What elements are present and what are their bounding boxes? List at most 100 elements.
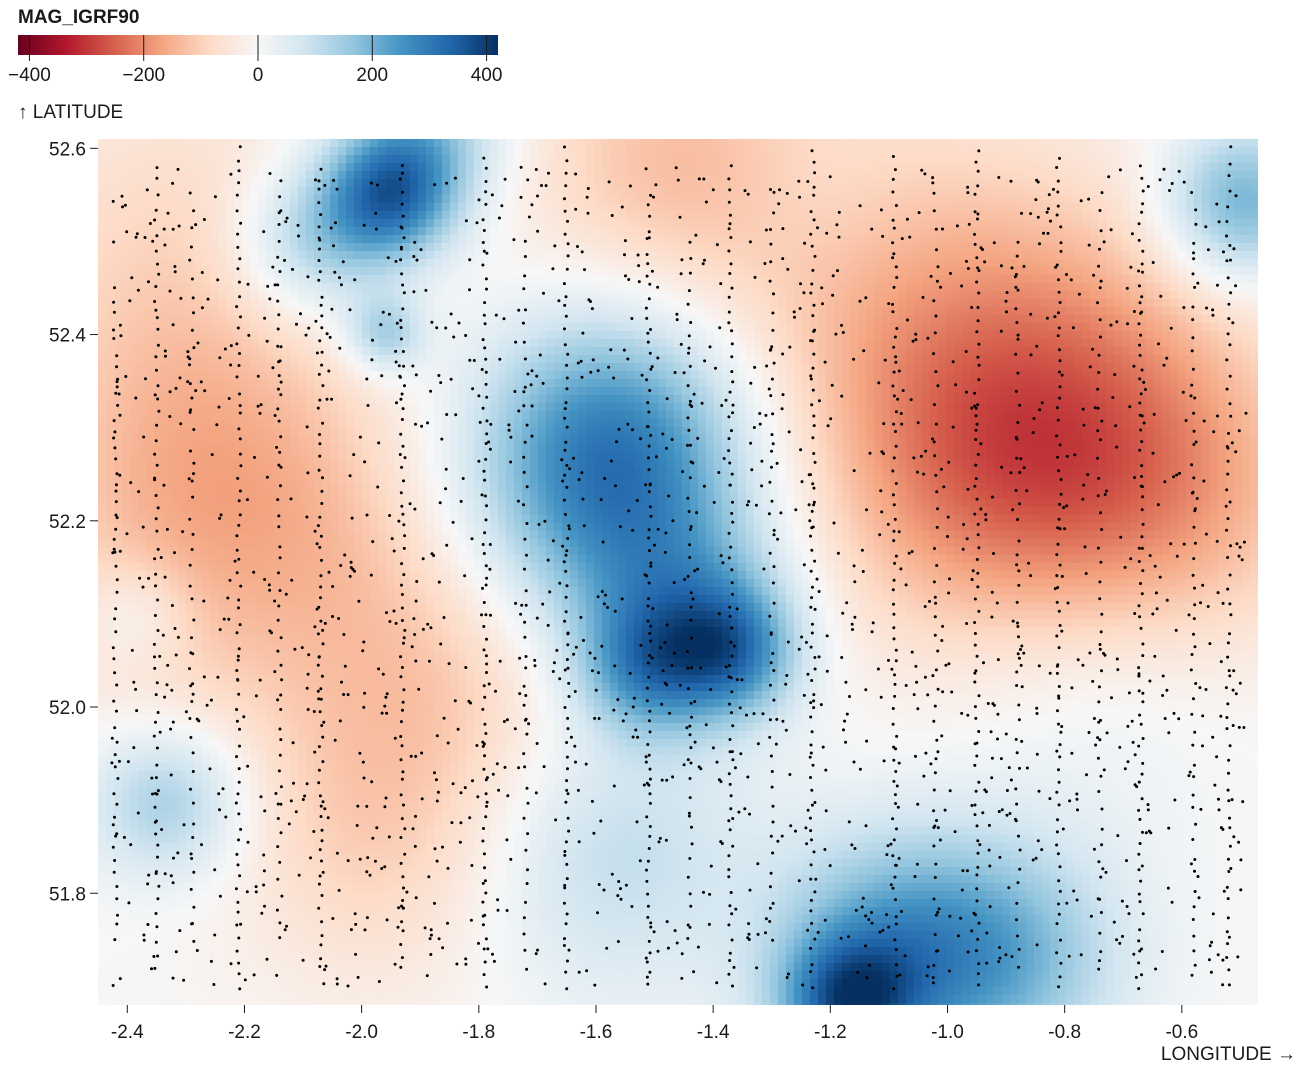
- heatmap-cell: [722, 347, 731, 356]
- heatmap-cell: [234, 355, 243, 364]
- heatmap-cell: [330, 323, 339, 332]
- heatmap-cell: [138, 299, 147, 308]
- heatmap-cell: [466, 363, 475, 372]
- heatmap-cell: [810, 355, 819, 364]
- heatmap-cell: [834, 339, 843, 348]
- heatmap-cell: [482, 387, 491, 396]
- heatmap-cell: [666, 363, 675, 372]
- heatmap-surface: [98, 139, 1259, 1012]
- heatmap-cell: [1034, 171, 1043, 180]
- heatmap-cell: [874, 275, 883, 284]
- heatmap-cell: [882, 291, 891, 300]
- heatmap-cell: [538, 195, 547, 204]
- heatmap-cell: [882, 211, 891, 220]
- heatmap-cell: [242, 139, 251, 148]
- heatmap-cell: [1034, 315, 1043, 324]
- heatmap-cell: [354, 147, 363, 156]
- heatmap-cell: [1130, 387, 1139, 396]
- heatmap-cell: [770, 307, 779, 316]
- heatmap-cell: [1114, 147, 1123, 156]
- heatmap-cell: [226, 299, 235, 308]
- heatmap-cell: [610, 315, 619, 324]
- heatmap-cell: [978, 187, 987, 196]
- heatmap-cell: [658, 139, 667, 148]
- heatmap-cell: [130, 395, 139, 404]
- heatmap-cell: [426, 155, 435, 164]
- heatmap-cell: [210, 187, 219, 196]
- heatmap-cell: [1138, 195, 1147, 204]
- heatmap-cell: [858, 179, 867, 188]
- heatmap-cell: [1242, 299, 1251, 308]
- heatmap-cell: [1202, 347, 1211, 356]
- heatmap-cell: [786, 331, 795, 340]
- heatmap-cell: [1210, 307, 1219, 316]
- heatmap-cell: [1130, 331, 1139, 340]
- heatmap-cell: [906, 283, 915, 292]
- heatmap-cell: [178, 363, 187, 372]
- heatmap-cell: [770, 291, 779, 300]
- heatmap-cell: [1194, 315, 1203, 324]
- heatmap-cell: [442, 211, 451, 220]
- heatmap-cell: [1170, 403, 1179, 412]
- heatmap-cell: [170, 195, 179, 204]
- heatmap-cell: [322, 211, 331, 220]
- heatmap-cell: [394, 379, 403, 388]
- heatmap-cell: [794, 195, 803, 204]
- heatmap-cell: [754, 235, 763, 244]
- heatmap-cell: [458, 147, 467, 156]
- heatmap-cell: [1146, 387, 1155, 396]
- heatmap-cell: [1146, 219, 1155, 228]
- heatmap-cell: [658, 179, 667, 188]
- heatmap-cell: [442, 171, 451, 180]
- heatmap-cell: [538, 227, 547, 236]
- heatmap-cell: [722, 147, 731, 156]
- heatmap-cell: [1042, 315, 1051, 324]
- heatmap-cell: [906, 195, 915, 204]
- heatmap-cell: [1250, 371, 1259, 380]
- heatmap-cell: [890, 387, 899, 396]
- heatmap-cell: [442, 195, 451, 204]
- heatmap-cell: [706, 363, 715, 372]
- heatmap-cell: [1106, 227, 1115, 236]
- heatmap-cell: [938, 155, 947, 164]
- heatmap-cell: [1218, 299, 1227, 308]
- heatmap-cell: [906, 267, 915, 276]
- heatmap-cell: [490, 331, 499, 340]
- heatmap-cell: [1082, 179, 1091, 188]
- heatmap-cell: [410, 403, 419, 412]
- heatmap-cell: [1154, 347, 1163, 356]
- heatmap-cell: [354, 251, 363, 260]
- heatmap-cell: [706, 387, 715, 396]
- heatmap-cell: [994, 291, 1003, 300]
- heatmap-cell: [1002, 195, 1011, 204]
- heatmap-cell: [922, 195, 931, 204]
- heatmap-cell: [802, 259, 811, 268]
- heatmap-cell: [474, 403, 483, 412]
- heatmap-cell: [714, 139, 723, 148]
- heatmap-cell: [498, 347, 507, 356]
- heatmap-cell: [1130, 403, 1139, 412]
- heatmap-cell: [794, 275, 803, 284]
- heatmap-cell: [1130, 347, 1139, 356]
- heatmap-cell: [978, 203, 987, 212]
- heatmap-cell: [1122, 147, 1131, 156]
- heatmap-cell: [194, 147, 203, 156]
- heatmap-cell: [1154, 267, 1163, 276]
- heatmap-cell: [554, 251, 563, 260]
- heatmap-cell: [146, 147, 155, 156]
- heatmap-cell: [690, 275, 699, 284]
- heatmap-cell: [634, 379, 643, 388]
- heatmap-cell: [498, 291, 507, 300]
- heatmap-cell: [954, 371, 963, 380]
- heatmap-cell: [122, 283, 131, 292]
- heatmap-cell: [818, 163, 827, 172]
- heatmap-cell: [242, 251, 251, 260]
- heatmap-cell: [138, 275, 147, 284]
- heatmap-cell: [794, 155, 803, 164]
- heatmap-cell: [1194, 291, 1203, 300]
- heatmap-cell: [1114, 291, 1123, 300]
- heatmap-cell: [458, 411, 467, 420]
- heatmap-cell: [1066, 355, 1075, 364]
- heatmap-cell: [506, 291, 515, 300]
- heatmap-cell: [914, 395, 923, 404]
